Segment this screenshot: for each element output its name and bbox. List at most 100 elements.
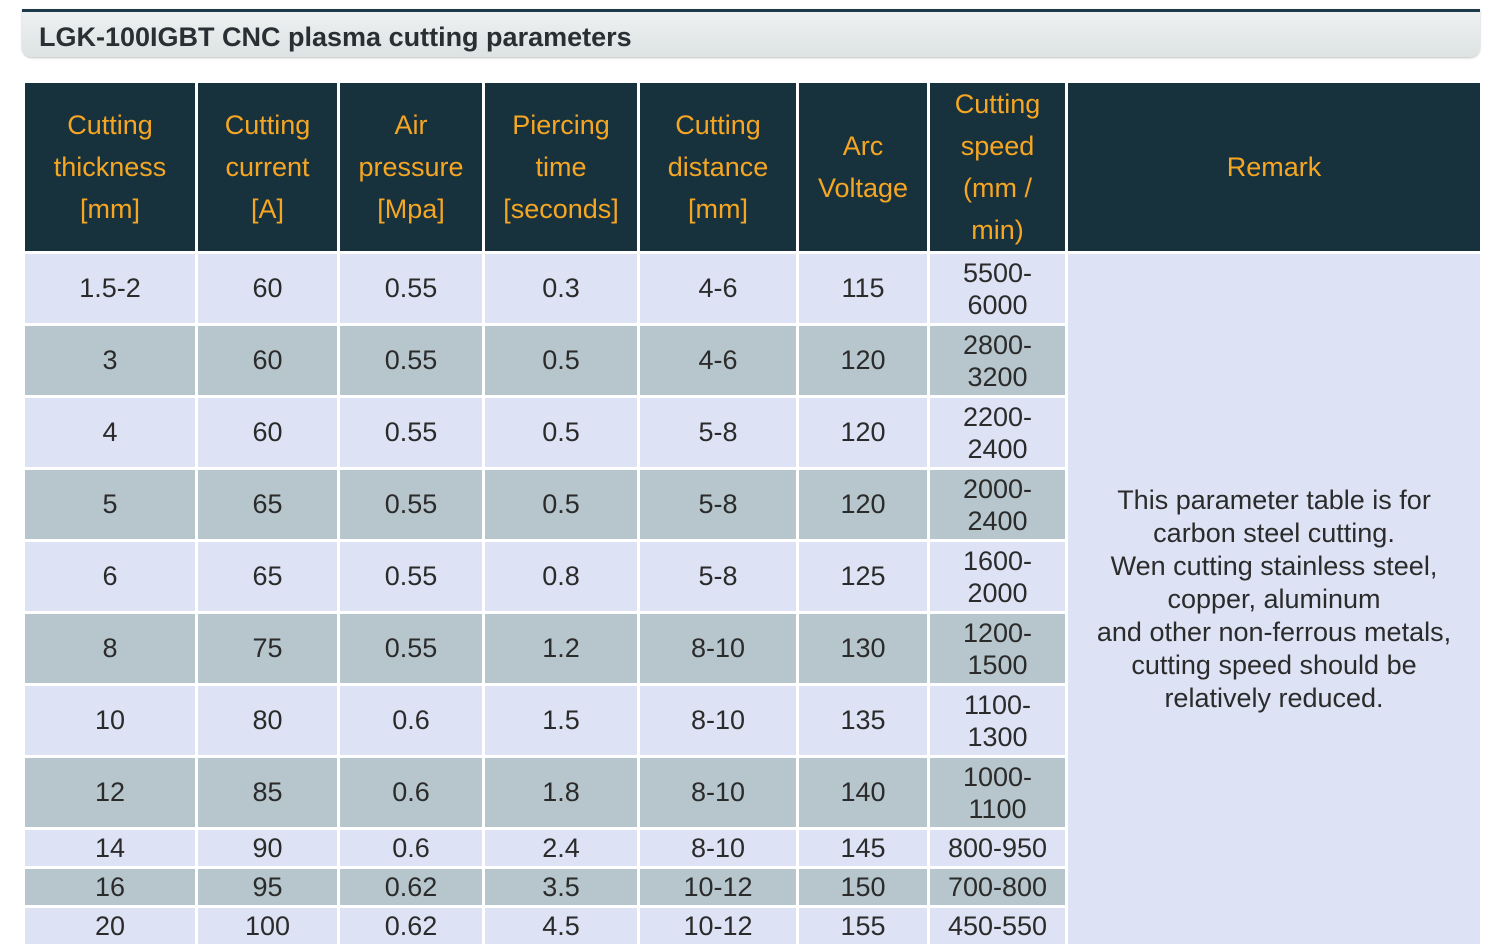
- header-cutting-current: Cutting current [A]: [195, 80, 340, 254]
- cell-voltage: 140: [796, 755, 930, 830]
- cell-piercing: 1.2: [482, 611, 640, 686]
- header-arc-voltage: Arc Voltage: [796, 80, 930, 254]
- cell-pressure: 0.55: [337, 539, 485, 614]
- cell-distance: 10-12: [637, 905, 799, 947]
- table-row: 1.5-2 60 0.55 0.3 4-6 115 5500- 6000 Thi…: [22, 251, 1483, 947]
- cutting-parameters-table: Cutting thickness [mm] Cutting current […: [22, 80, 1483, 947]
- cell-thickness: 6: [22, 539, 198, 614]
- cell-speed: 5500- 6000: [927, 251, 1068, 326]
- table-body: 1.5-2 60 0.55 0.3 4-6 115 5500- 6000 Thi…: [22, 251, 1483, 947]
- cell-voltage: 155: [796, 905, 930, 947]
- cell-pressure: 0.6: [337, 683, 485, 758]
- cell-speed: 2000- 2400: [927, 467, 1068, 542]
- cell-current: 60: [195, 251, 340, 326]
- cell-voltage: 120: [796, 395, 930, 470]
- cell-distance: 4-6: [637, 323, 799, 398]
- cell-thickness: 20: [22, 905, 198, 947]
- cell-piercing: 0.8: [482, 539, 640, 614]
- remark-cell: This parameter table is for carbon steel…: [1065, 251, 1483, 947]
- table-row: 6 65 0.55 0.8 5-8 125 1600- 2000: [22, 539, 1482, 614]
- cell-piercing: 1.5: [482, 683, 640, 758]
- cell-voltage: 120: [796, 323, 930, 398]
- table-row: 5 65 0.55 0.5 5-8 120 2000- 2400: [22, 467, 1482, 542]
- cell-thickness: 12: [22, 755, 198, 830]
- cell-piercing: 2.4: [482, 827, 640, 869]
- cell-current: 75: [195, 611, 340, 686]
- cell-speed: 1600- 2000: [927, 539, 1068, 614]
- cell-speed: 800-950: [927, 827, 1068, 869]
- cell-thickness: 1.5-2: [22, 251, 198, 326]
- table-row: 20 100 0.62 4.5 10-12 155 450-550: [22, 905, 1482, 947]
- cell-voltage: 145: [796, 827, 930, 869]
- cell-current: 85: [195, 755, 340, 830]
- cell-pressure: 0.55: [337, 323, 485, 398]
- title-bar: LGK-100IGBT CNC plasma cutting parameter…: [22, 9, 1480, 57]
- cell-current: 60: [195, 395, 340, 470]
- cell-voltage: 120: [796, 467, 930, 542]
- table-row: 14 90 0.6 2.4 8-10 145 800-950: [22, 827, 1482, 869]
- cell-voltage: 125: [796, 539, 930, 614]
- table-row: 3 60 0.55 0.5 4-6 120 2800- 3200: [22, 323, 1482, 398]
- cell-distance: 5-8: [637, 467, 799, 542]
- cell-thickness: 8: [22, 611, 198, 686]
- header-cutting-distance: Cutting distance [mm]: [637, 80, 799, 254]
- cell-distance: 5-8: [637, 395, 799, 470]
- cell-speed: 1100- 1300: [927, 683, 1068, 758]
- table-row: 4 60 0.55 0.5 5-8 120 2200- 2400: [22, 395, 1482, 470]
- cell-pressure: 0.55: [337, 395, 485, 470]
- cell-voltage: 150: [796, 866, 930, 908]
- cell-piercing: 0.3: [482, 251, 640, 326]
- cell-thickness: 14: [22, 827, 198, 869]
- cell-piercing: 1.8: [482, 755, 640, 830]
- cell-piercing: 0.5: [482, 395, 640, 470]
- cell-distance: 10-12: [637, 866, 799, 908]
- cell-thickness: 3: [22, 323, 198, 398]
- table-row: 8 75 0.55 1.2 8-10 130 1200- 1500: [22, 611, 1482, 686]
- cell-current: 65: [195, 539, 340, 614]
- cell-speed: 1000- 1100: [927, 755, 1068, 830]
- cell-pressure: 0.55: [337, 611, 485, 686]
- cell-current: 60: [195, 323, 340, 398]
- cell-pressure: 0.6: [337, 827, 485, 869]
- cell-pressure: 0.55: [337, 467, 485, 542]
- header-remark: Remark: [1065, 80, 1483, 254]
- cell-distance: 8-10: [637, 683, 799, 758]
- cell-distance: 5-8: [637, 539, 799, 614]
- header-cutting-thickness: Cutting thickness [mm]: [22, 80, 198, 254]
- cell-speed: 700-800: [927, 866, 1068, 908]
- cell-thickness: 4: [22, 395, 198, 470]
- cell-distance: 8-10: [637, 827, 799, 869]
- cell-piercing: 0.5: [482, 467, 640, 542]
- header-cutting-speed: Cutting speed (mm / min): [927, 80, 1068, 254]
- cell-current: 100: [195, 905, 340, 947]
- cell-piercing: 0.5: [482, 323, 640, 398]
- cell-speed: 1200- 1500: [927, 611, 1068, 686]
- page-title: LGK-100IGBT CNC plasma cutting parameter…: [39, 22, 632, 52]
- cell-distance: 4-6: [637, 251, 799, 326]
- cell-piercing: 4.5: [482, 905, 640, 947]
- cell-voltage: 135: [796, 683, 930, 758]
- header-air-pressure: Air pressure [Mpa]: [337, 80, 485, 254]
- header-row: Cutting thickness [mm] Cutting current […: [22, 80, 1483, 254]
- cell-voltage: 115: [796, 251, 930, 326]
- cell-current: 65: [195, 467, 340, 542]
- cell-piercing: 3.5: [482, 866, 640, 908]
- table-row: 10 80 0.6 1.5 8-10 135 1100- 1300: [22, 683, 1482, 758]
- cell-current: 90: [195, 827, 340, 869]
- table-row: 16 95 0.62 3.5 10-12 150 700-800: [22, 866, 1482, 908]
- cell-thickness: 5: [22, 467, 198, 542]
- cell-thickness: 10: [22, 683, 198, 758]
- header-piercing-time: Piercing time [seconds]: [482, 80, 640, 254]
- cell-pressure: 0.6: [337, 755, 485, 830]
- cell-speed: 2200- 2400: [927, 395, 1068, 470]
- cell-distance: 8-10: [637, 755, 799, 830]
- cell-pressure: 0.62: [337, 866, 485, 908]
- cell-speed: 2800- 3200: [927, 323, 1068, 398]
- cell-current: 95: [195, 866, 340, 908]
- cell-voltage: 130: [796, 611, 930, 686]
- cell-distance: 8-10: [637, 611, 799, 686]
- cell-pressure: 0.55: [337, 251, 485, 326]
- table-row: 12 85 0.6 1.8 8-10 140 1000- 1100: [22, 755, 1482, 830]
- cell-thickness: 16: [22, 866, 198, 908]
- cell-current: 80: [195, 683, 340, 758]
